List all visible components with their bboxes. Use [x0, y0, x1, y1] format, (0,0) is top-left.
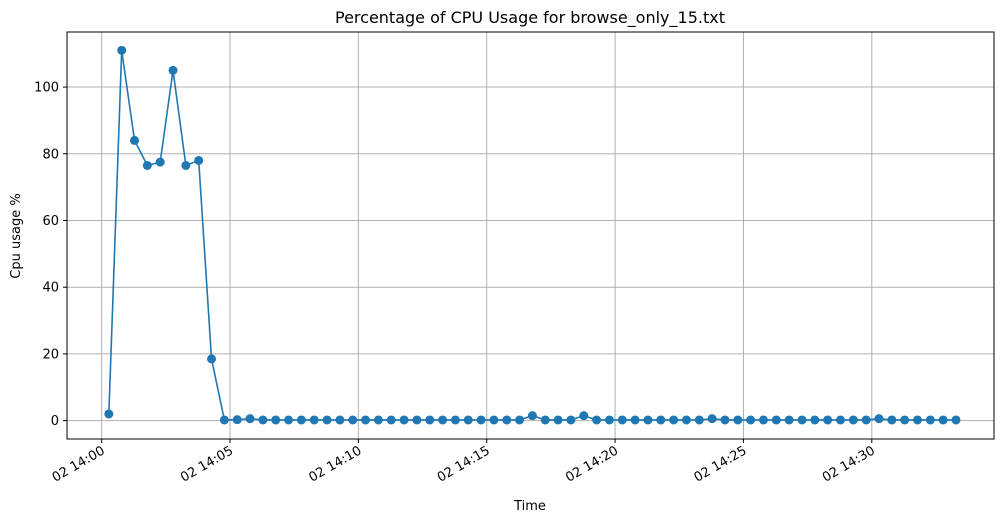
x-axis: 02 14:00 02 14:05 02 14:10 02 14:15 02 14:20… — [50, 439, 878, 486]
data-point — [348, 415, 358, 425]
data-point — [412, 415, 422, 425]
data-point — [438, 415, 448, 425]
data-point — [361, 415, 371, 425]
data-point — [284, 415, 294, 425]
data-point — [746, 415, 756, 425]
data-point — [476, 415, 486, 425]
y-tick-label: 0 — [51, 414, 59, 429]
data-point — [810, 415, 820, 425]
data-point — [168, 65, 178, 75]
chart-title: Percentage of CPU Usage for browse_only_… — [335, 8, 725, 28]
y-tick-label: 60 — [42, 214, 59, 229]
data-point — [425, 415, 435, 425]
data-point — [771, 415, 781, 425]
data-point — [720, 415, 730, 425]
data-point — [797, 415, 807, 425]
data-point — [643, 415, 653, 425]
y-tick-label: 20 — [42, 347, 59, 362]
data-point — [848, 415, 858, 425]
data-point — [669, 415, 679, 425]
data-point — [656, 415, 666, 425]
data-point — [309, 415, 319, 425]
data-point — [181, 160, 191, 170]
data-point — [540, 415, 550, 425]
data-point — [630, 415, 640, 425]
data-point — [925, 415, 935, 425]
data-point — [245, 414, 255, 424]
data-point — [271, 415, 281, 425]
y-tick-label: 80 — [42, 147, 59, 162]
data-point — [399, 415, 409, 425]
data-point — [553, 415, 563, 425]
data-point — [951, 415, 961, 425]
series-layer — [104, 45, 961, 425]
data-point — [373, 415, 383, 425]
data-point — [694, 415, 704, 425]
data-point — [142, 160, 152, 170]
data-point — [617, 415, 627, 425]
y-tick-label: 40 — [42, 281, 59, 296]
data-point — [219, 415, 229, 425]
x-tick-label: 02 14:10 — [307, 443, 365, 485]
data-point — [527, 411, 537, 421]
data-point — [835, 415, 845, 425]
data-point — [758, 415, 768, 425]
y-tick-label: 100 — [34, 81, 59, 96]
y-axis-title: Cpu usage % — [9, 193, 24, 278]
data-point — [733, 415, 743, 425]
grid — [67, 32, 994, 439]
data-point — [707, 414, 717, 424]
x-tick-label: 02 14:25 — [692, 443, 750, 485]
data-point — [335, 415, 345, 425]
data-point — [502, 415, 512, 425]
data-point — [887, 415, 897, 425]
data-point — [579, 411, 589, 421]
data-point — [861, 415, 871, 425]
data-point — [207, 354, 217, 364]
data-point — [592, 415, 602, 425]
data-point — [104, 409, 114, 419]
data-point — [296, 415, 306, 425]
data-point — [450, 415, 460, 425]
data-point — [463, 415, 473, 425]
data-point — [130, 135, 140, 145]
data-point — [515, 415, 525, 425]
data-point — [938, 415, 948, 425]
data-point — [232, 415, 242, 425]
series-line — [108, 50, 957, 421]
data-point — [681, 415, 691, 425]
y-axis: 0 20 40 60 80 100 — [34, 81, 67, 429]
x-tick-label: 02 14:05 — [178, 443, 236, 485]
data-point — [117, 45, 127, 55]
x-tick-label: 02 14:30 — [820, 443, 878, 485]
data-point — [322, 415, 332, 425]
data-point — [258, 415, 268, 425]
data-point — [566, 415, 576, 425]
data-point — [913, 415, 922, 425]
data-point — [386, 415, 396, 425]
data-point — [194, 155, 204, 165]
x-tick-label: 02 14:20 — [563, 443, 621, 485]
x-axis-title: Time — [513, 499, 546, 514]
data-point — [155, 157, 165, 167]
plot-frame — [66, 31, 995, 440]
data-point — [784, 415, 794, 425]
x-tick-label: 02 14:00 — [50, 443, 108, 485]
data-point — [489, 415, 499, 425]
x-tick-label: 02 14:15 — [435, 443, 493, 485]
data-point — [823, 415, 833, 425]
data-point — [874, 414, 884, 424]
data-point — [604, 415, 614, 425]
data-point — [900, 415, 910, 425]
